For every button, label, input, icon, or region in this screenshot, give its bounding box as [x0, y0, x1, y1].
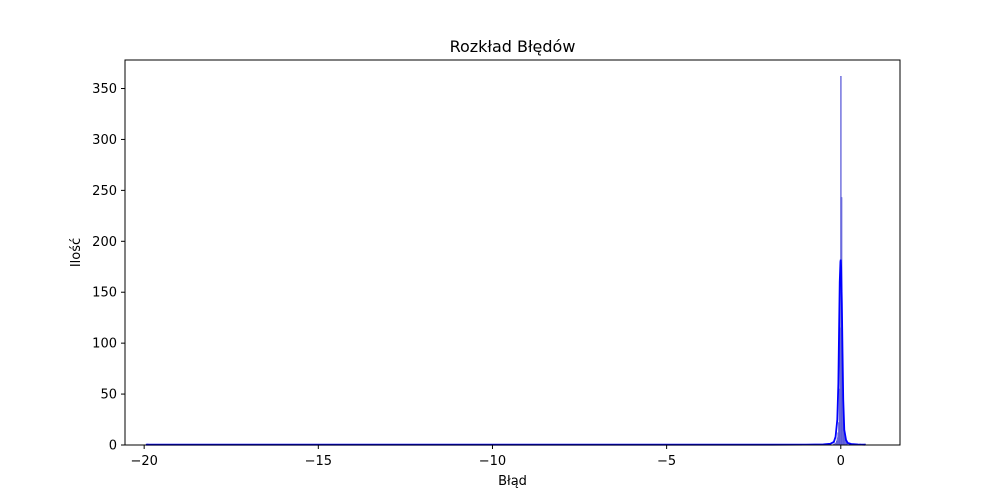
y-tick-label: 150	[92, 286, 117, 301]
x-tick-label: 0	[837, 454, 845, 469]
chart-title: Rozkład Błędów	[450, 37, 576, 56]
x-tick-label: −20	[130, 454, 157, 469]
y-tick-label: 0	[109, 439, 117, 454]
y-tick-label: 100	[92, 337, 117, 352]
x-axis-label: Błąd	[498, 474, 527, 489]
x-tick-label: −5	[657, 454, 676, 469]
kde-line	[146, 260, 865, 445]
plot-frame	[125, 60, 900, 445]
x-tick-label: −15	[305, 454, 332, 469]
y-tick-label: 250	[92, 184, 117, 199]
y-tick-label: 50	[100, 388, 117, 403]
y-tick-label: 300	[92, 133, 117, 148]
y-axis-label: Ilość	[69, 238, 84, 267]
y-axis: 0 50 100 150 200 250 300 350	[92, 82, 125, 453]
x-tick-label: −10	[479, 454, 506, 469]
y-tick-label: 200	[92, 235, 117, 250]
y-tick-label: 350	[92, 82, 117, 97]
plot-area	[146, 76, 866, 445]
x-axis: −20 −15 −10 −5 0	[130, 445, 844, 469]
